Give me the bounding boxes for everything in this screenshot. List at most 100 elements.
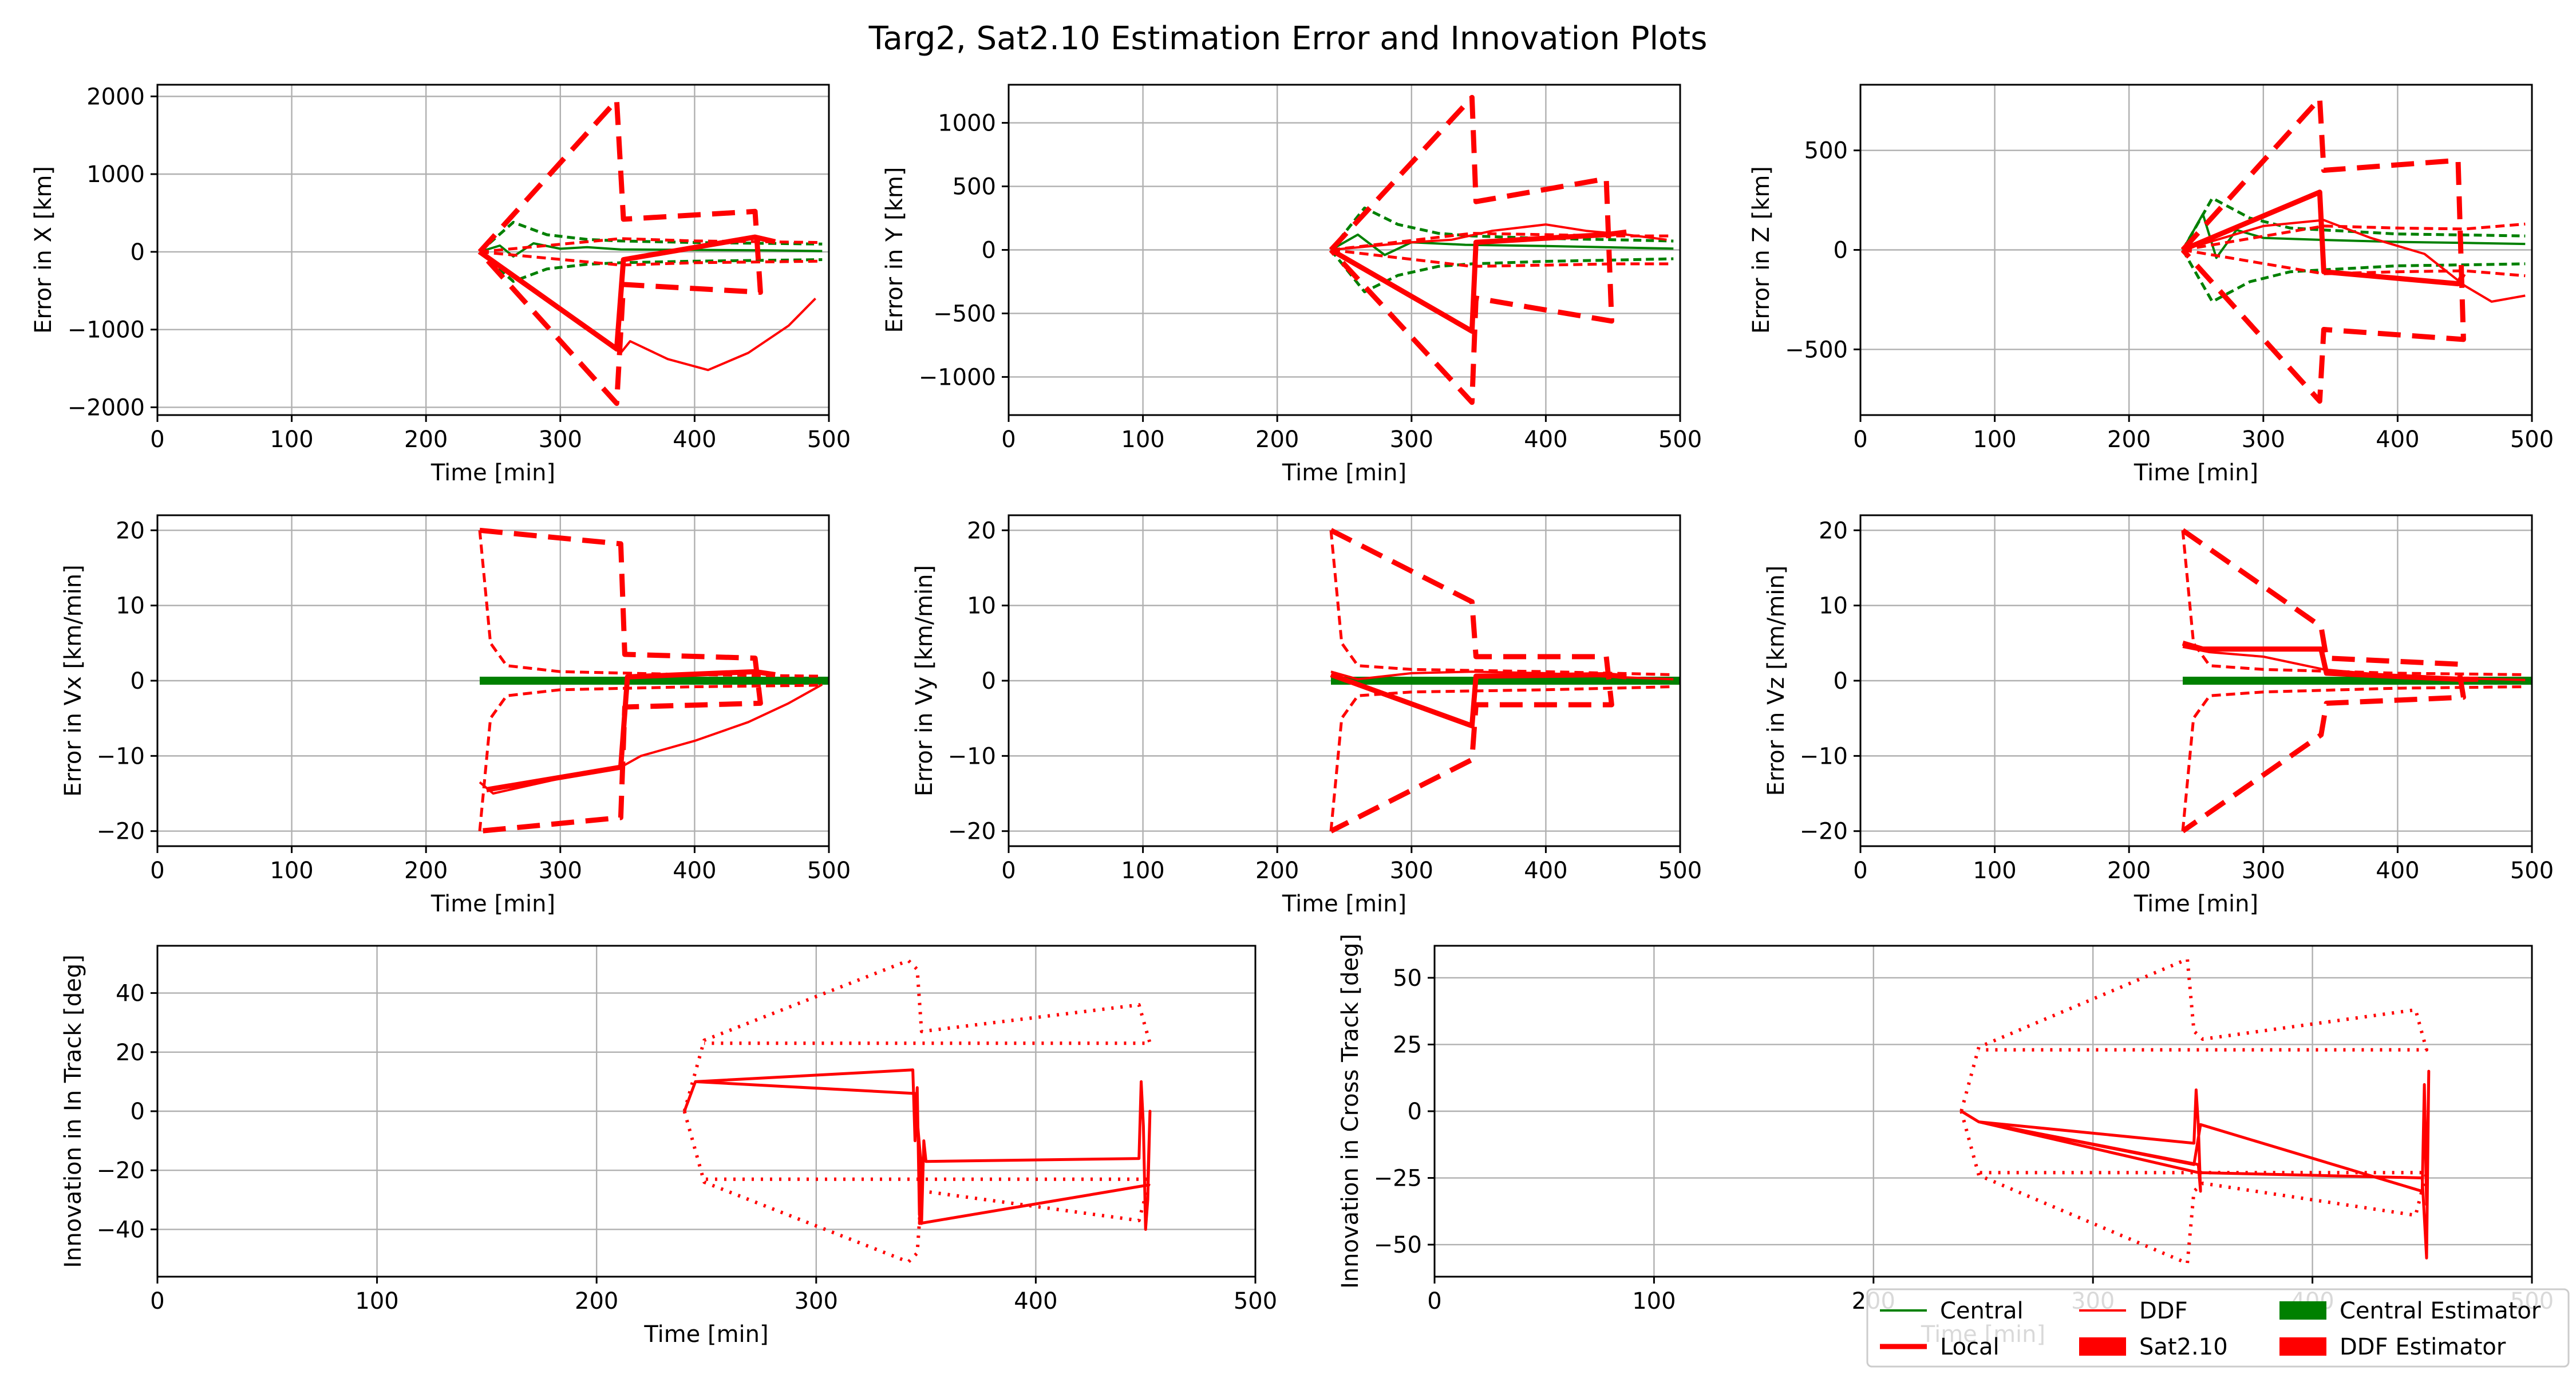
series-line-local-bound bbox=[479, 527, 763, 834]
plot-area bbox=[478, 527, 829, 834]
y-tick-label: 0 bbox=[131, 239, 145, 266]
series-line-local-bound bbox=[2181, 528, 2466, 834]
series-line-ddf-bound bbox=[479, 250, 823, 267]
axes-frame bbox=[156, 84, 830, 416]
x-tick-label: 400 bbox=[2376, 427, 2419, 453]
x-tick-label: 0 bbox=[150, 1288, 164, 1314]
x-tick-label: 500 bbox=[2510, 858, 2554, 884]
subplot-7: 0 100 200 300 400 500 −40 −20 0 20 40 Time [min] Inn… bbox=[60, 945, 1277, 1348]
plot-area bbox=[2181, 528, 2532, 834]
y-tick-label: 50 bbox=[1393, 965, 1422, 992]
x-tick-label: 100 bbox=[270, 427, 313, 453]
series-line-central bbox=[479, 242, 823, 258]
y-tick-label: −2000 bbox=[68, 394, 145, 421]
legend-label: Central Estimator bbox=[2340, 1298, 2541, 1324]
plot-area bbox=[477, 97, 823, 406]
legend-swatch bbox=[2079, 1337, 2126, 1356]
x-tick-label: 200 bbox=[404, 427, 448, 453]
x-tick-label: 100 bbox=[355, 1288, 398, 1314]
y-tick-label: 20 bbox=[1819, 518, 1848, 544]
x-tick-label: 200 bbox=[575, 1288, 618, 1314]
legend-label: DDF bbox=[2139, 1298, 2188, 1324]
series-line-central bbox=[2182, 212, 2526, 259]
series-line-central-bound bbox=[1330, 206, 1674, 251]
y-axis-label: Error in Y [km] bbox=[882, 167, 908, 333]
legend-item-local: Local bbox=[1880, 1334, 2000, 1360]
series-line-ddf-bound bbox=[1329, 530, 1674, 676]
series-line-ddf-bound bbox=[2181, 685, 2526, 831]
series-line-innovation bbox=[683, 1068, 1152, 1231]
series-line-ddf-bound bbox=[1330, 232, 1674, 251]
x-tick-label: 100 bbox=[1973, 427, 2016, 453]
y-tick-label: 1000 bbox=[938, 110, 996, 137]
x-tick-label: 500 bbox=[2510, 427, 2554, 453]
x-tick-label: 0 bbox=[1001, 858, 1016, 884]
plot-area bbox=[1959, 957, 2431, 1265]
x-axis-label: Time [min] bbox=[1282, 460, 1406, 486]
series-line-ddf bbox=[1330, 670, 1674, 681]
x-tick-label: 400 bbox=[1524, 858, 1567, 884]
x-tick-label: 400 bbox=[673, 858, 716, 884]
y-tick-label: −20 bbox=[97, 1158, 145, 1184]
y-tick-label: 0 bbox=[982, 238, 996, 264]
series-line-ddf bbox=[479, 251, 816, 372]
y-tick-label: −20 bbox=[948, 819, 996, 845]
plot-area bbox=[1329, 528, 1680, 834]
x-tick-label: 400 bbox=[2376, 858, 2419, 884]
legend-swatch bbox=[2279, 1337, 2326, 1356]
y-tick-label: −20 bbox=[1800, 819, 1848, 845]
subplot-5: 0 100 200 300 400 500 −20 −10 0 10 20 Time [min] Err… bbox=[911, 514, 1702, 917]
series-line-ddf-bound bbox=[479, 237, 823, 254]
y-tick-label: 0 bbox=[1834, 238, 1848, 264]
y-tick-label: −500 bbox=[1785, 337, 1848, 363]
y-tick-label: 10 bbox=[1819, 593, 1848, 619]
series-line-central-bound bbox=[1330, 248, 1674, 294]
series-line-innovation-bound bbox=[682, 1111, 1152, 1264]
y-tick-label: 10 bbox=[116, 593, 145, 619]
x-tick-label: 0 bbox=[1853, 858, 1867, 884]
x-tick-label: 100 bbox=[1121, 427, 1164, 453]
series-line-central-bound bbox=[2181, 196, 2526, 251]
series-line-innovation bbox=[1960, 1069, 2431, 1260]
series-line-central-bound bbox=[479, 220, 823, 253]
series-line-ddf-bound bbox=[2182, 248, 2526, 278]
x-tick-label: 200 bbox=[2107, 858, 2151, 884]
series-line-ddf-bound bbox=[1330, 248, 1674, 268]
y-tick-label: 0 bbox=[1408, 1099, 1422, 1125]
x-axis-label: Time [min] bbox=[1282, 891, 1406, 917]
x-tick-label: 300 bbox=[1390, 427, 1433, 453]
x-tick-label: 400 bbox=[1014, 1288, 1057, 1314]
x-tick-label: 500 bbox=[807, 427, 851, 453]
y-tick-label: 20 bbox=[116, 1040, 145, 1066]
legend: Central Local DDF Sat2.10 Central Estimator D… bbox=[1866, 1288, 2570, 1368]
y-axis-label: Innovation in Cross Track [deg] bbox=[1337, 934, 1364, 1289]
legend-item-ddf: DDF bbox=[2079, 1298, 2188, 1324]
x-tick-label: 0 bbox=[1853, 427, 1867, 453]
y-tick-label: −10 bbox=[97, 743, 145, 769]
x-tick-label: 300 bbox=[539, 427, 582, 453]
y-tick-label: 25 bbox=[1393, 1032, 1422, 1058]
legend-item-central-estimator: Central Estimator bbox=[2279, 1298, 2541, 1324]
y-tick-label: 40 bbox=[116, 981, 145, 1007]
y-tick-label: 20 bbox=[116, 518, 145, 544]
y-axis-label: Error in Vy [km/min] bbox=[911, 565, 938, 796]
x-axis-label: Time [min] bbox=[2134, 460, 2258, 486]
y-tick-label: 500 bbox=[953, 174, 996, 200]
y-tick-label: 10 bbox=[967, 593, 996, 619]
y-tick-label: 0 bbox=[982, 668, 996, 694]
y-tick-label: 0 bbox=[131, 668, 145, 694]
x-axis-label: Time [min] bbox=[643, 1321, 768, 1348]
series-line-local-bound bbox=[477, 97, 763, 406]
y-tick-label: −10 bbox=[948, 743, 996, 769]
legend-frame bbox=[1866, 1288, 2570, 1368]
series-line-ddf bbox=[1330, 223, 1667, 251]
y-tick-label: −1000 bbox=[68, 317, 145, 344]
subplot-6: 0 100 200 300 400 500 −20 −10 0 10 20 Time [min] Err… bbox=[1763, 514, 2554, 917]
x-tick-label: 200 bbox=[1255, 427, 1299, 453]
y-axis-label: Error in Vz [km/min] bbox=[1763, 566, 1789, 796]
x-tick-label: 400 bbox=[673, 427, 716, 453]
subplots: 0 100 200 300 400 500−2000−1000010002000Time … bbox=[30, 84, 2554, 1348]
plot-area bbox=[2180, 96, 2526, 404]
x-tick-label: 200 bbox=[404, 858, 448, 884]
series-line-innovation-bound bbox=[682, 958, 1152, 1112]
